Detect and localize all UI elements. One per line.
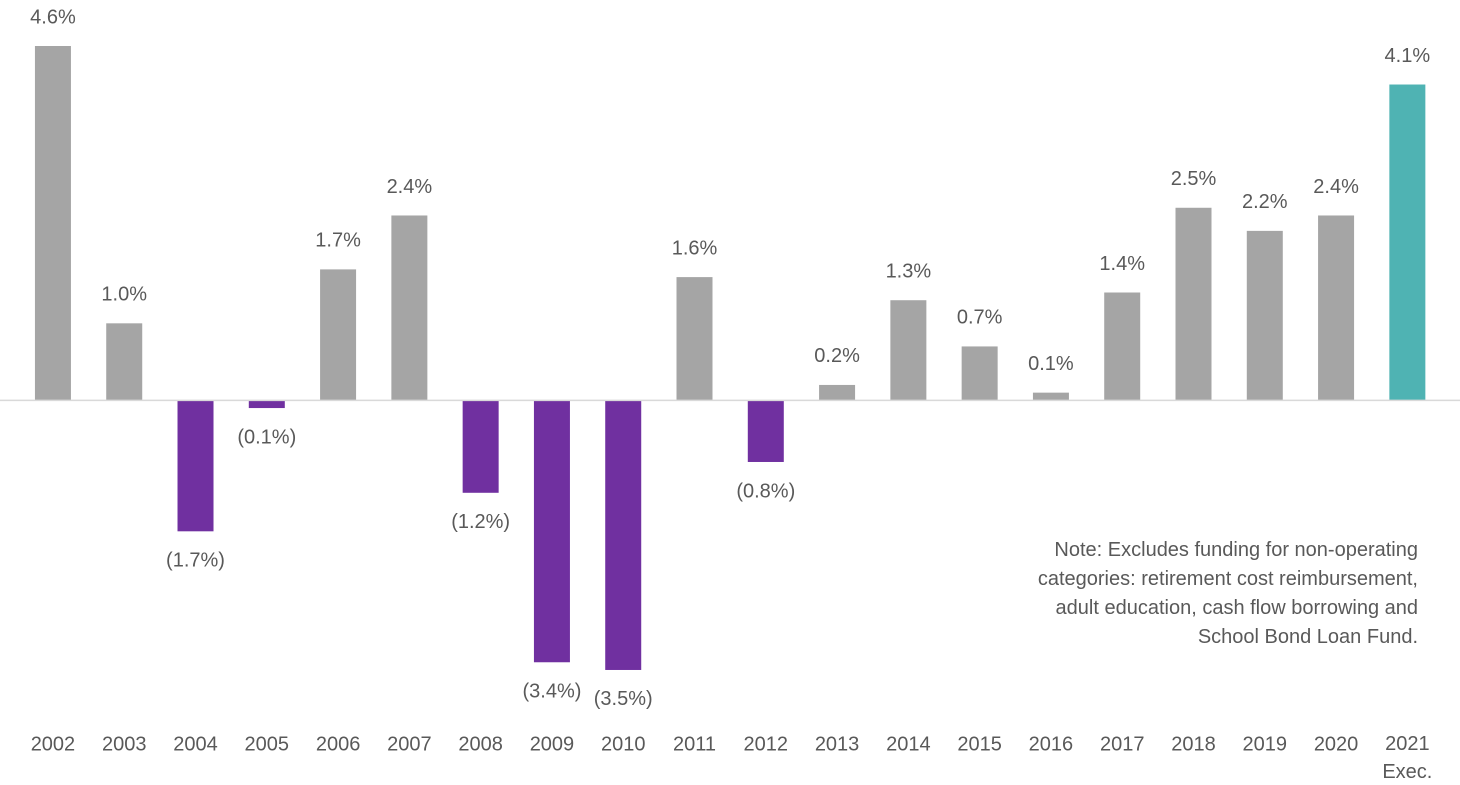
x-tick-label: 2008 [458,733,503,755]
data-label: 1.0% [101,284,147,306]
bar [676,277,713,401]
bar [1032,392,1069,401]
x-tick-label: 2016 [1029,733,1074,755]
data-label: 1.3% [886,260,932,282]
x-tick-label: 2021 Exec. [1382,733,1432,783]
note-line: School Bond Loan Fund. [1198,626,1418,648]
x-tick-label: 2014 [886,733,931,755]
bar [462,400,499,493]
note: Note: Excludes funding for non-operating… [1038,539,1418,648]
bar [890,300,927,401]
data-label: (1.2%) [451,511,510,533]
bar [320,269,357,401]
data-label: 4.6% [30,6,76,28]
bar [391,215,428,401]
bar [1104,292,1141,401]
x-tick-label: 2012 [744,733,789,755]
bar [34,46,71,401]
x-tick-label: 2006 [316,733,361,755]
x-tick-label: 2017 [1100,733,1145,755]
bar [819,384,856,401]
data-label: 1.7% [315,230,361,252]
x-tick-label: 2018 [1171,733,1216,755]
data-label: (0.1%) [237,426,296,448]
note-line: categories: retirement cost reimbursemen… [1038,568,1418,590]
data-label: (0.8%) [736,480,795,502]
x-tick-label-line: 2021 [1385,733,1430,755]
data-label: (3.5%) [594,688,653,710]
bar [533,400,570,663]
data-label: 4.1% [1385,45,1431,67]
x-tick-label: 2020 [1314,733,1359,755]
bar [605,400,642,670]
x-tick-label: 2003 [102,733,147,755]
x-tick-label: 2019 [1243,733,1288,755]
x-tick-label-line: Exec. [1382,761,1432,783]
data-label: (1.7%) [166,550,225,572]
data-label: 2.5% [1171,168,1217,190]
data-label: 2.2% [1242,191,1288,213]
bar [1246,230,1283,401]
data-label: 2.4% [1313,176,1359,198]
bar [961,346,998,401]
x-tick-label: 2009 [530,733,575,755]
x-tick-label: 2010 [601,733,646,755]
bar [1318,215,1355,401]
note-line: Note: Excludes funding for non-operating [1054,539,1418,561]
bar [106,323,143,401]
bar [1175,207,1212,401]
x-tick-label: 2011 [673,733,716,755]
bar [1389,84,1426,401]
data-label: 1.6% [672,237,718,259]
x-tick-label: 2013 [815,733,860,755]
x-tick-label: 2007 [387,733,432,755]
x-tick-label: 2004 [173,733,218,755]
data-label: 0.7% [957,307,1003,329]
data-label: 0.2% [814,345,860,367]
bar [177,400,214,532]
data-label: 1.4% [1099,253,1145,275]
data-label: 0.1% [1028,353,1074,375]
x-tick-label: 2005 [245,733,290,755]
x-tick-label: 2002 [31,733,76,755]
bar [747,400,784,462]
note-line: adult education, cash flow borrowing and [1056,597,1418,619]
x-tick-label: 2015 [957,733,1002,755]
bar [248,400,285,409]
data-label: 2.4% [387,176,433,198]
data-label: (3.4%) [522,681,581,703]
